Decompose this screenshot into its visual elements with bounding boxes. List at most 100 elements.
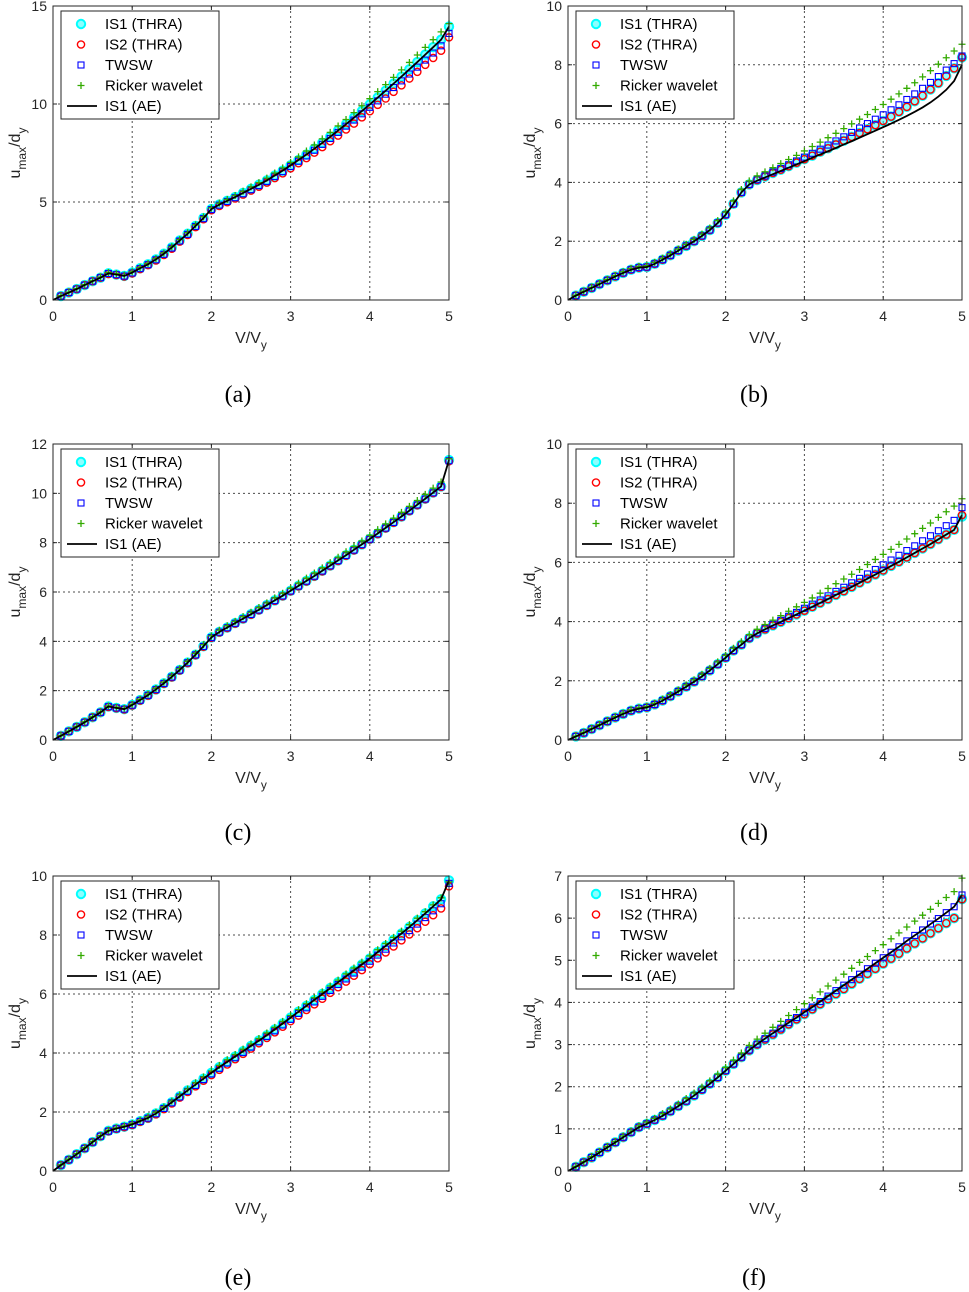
x-axis-label: V/Vy <box>749 1201 781 1223</box>
y-tick-label: 2 <box>39 683 47 699</box>
point-twsw <box>863 120 871 128</box>
legend-marker-is1-thra <box>590 456 602 468</box>
chart-panel-e: 0 1 2 3 4 5 0 2 4 6 8 10 V/Vy umax/dy IS1 (THRA) IS2 (T… <box>7 868 455 1291</box>
panel-caption: (f) <box>742 1265 766 1291</box>
line-is1-ae <box>52 26 450 301</box>
legend-label: TWSW <box>105 495 153 512</box>
legend-label: Ricker wavelet <box>105 948 203 965</box>
point-ricker <box>863 110 871 118</box>
point-twsw <box>926 532 935 540</box>
point-twsw <box>895 943 903 951</box>
point-ricker <box>863 952 871 960</box>
x-tick-label: 5 <box>958 1179 966 1195</box>
point-is2-thra <box>405 930 414 939</box>
point-ricker <box>310 141 318 149</box>
point-ricker <box>413 51 421 59</box>
y-tick-label: 4 <box>39 633 47 649</box>
point-is2-thra <box>373 100 383 110</box>
point-twsw <box>934 915 942 923</box>
point-is2-thra <box>389 87 398 97</box>
y-tick-label: 4 <box>554 614 562 630</box>
point-is2-thra <box>428 53 438 63</box>
legend-label: IS2 (THRA) <box>105 907 183 924</box>
point-ricker <box>942 508 950 516</box>
legend-marker-is1-thra <box>590 888 602 900</box>
x-tick-label: 2 <box>722 308 730 324</box>
y-tick-label: 6 <box>39 986 47 1002</box>
legend-marker-ricker <box>77 952 85 959</box>
point-is2-thra <box>871 570 880 579</box>
point-ricker <box>437 28 445 36</box>
legend-marker-ricker <box>77 520 85 527</box>
panel-caption: (a) <box>225 382 252 408</box>
point-ricker <box>934 60 942 68</box>
point-ricker <box>745 1041 753 1049</box>
legend: IS1 (THRA) IS2 (THRA) TWSW Ricker wavelet IS… <box>60 10 220 120</box>
point-twsw <box>911 931 919 939</box>
x-tick-label: 3 <box>801 308 809 324</box>
legend-label: Ricker wavelet <box>620 78 718 95</box>
point-is2-thra <box>341 125 351 134</box>
legend-box <box>575 880 735 990</box>
point-twsw <box>848 976 856 984</box>
legend-marker-twsw <box>592 499 600 507</box>
point-twsw <box>840 981 848 989</box>
point-twsw <box>816 145 824 153</box>
point-ricker <box>887 545 895 553</box>
x-tick-label: 5 <box>445 1179 453 1195</box>
point-twsw <box>926 920 935 928</box>
y-tick-label: 2 <box>39 1104 47 1120</box>
point-is2-thra <box>941 530 951 539</box>
y-tick-label: 4 <box>554 994 562 1010</box>
y-tick-label: 0 <box>39 292 47 308</box>
y-tick-label: 6 <box>554 910 562 926</box>
point-ricker <box>785 155 793 163</box>
x-tick-label: 1 <box>128 748 136 764</box>
point-ricker <box>879 941 887 949</box>
legend-label: IS1 (THRA) <box>620 454 698 471</box>
x-tick-label: 0 <box>49 308 57 324</box>
x-tick-label: 2 <box>208 748 216 764</box>
point-ricker <box>832 976 840 984</box>
y-tick-label: 6 <box>554 554 562 570</box>
legend-label: Ricker wavelet <box>105 78 203 95</box>
x-tick-label: 1 <box>128 308 136 324</box>
point-twsw <box>871 565 879 574</box>
y-axis-label: umax/dy <box>7 128 29 179</box>
point-twsw <box>397 77 406 85</box>
point-ricker <box>800 1000 808 1008</box>
point-ricker <box>318 135 326 143</box>
point-ricker <box>745 177 753 185</box>
legend-label: IS1 (AE) <box>620 98 677 115</box>
legend-marker-twsw <box>77 499 85 507</box>
legend-marker-is1-thra <box>75 456 87 468</box>
point-is2-thra <box>863 574 872 583</box>
legend-label: TWSW <box>620 495 668 512</box>
point-ricker <box>405 58 413 66</box>
point-twsw <box>856 574 864 582</box>
x-tick-label: 2 <box>208 1179 216 1195</box>
legend-label: Ricker wavelet <box>620 516 718 533</box>
y-tick-label: 10 <box>31 485 47 501</box>
legend: IS1 (THRA) IS2 (THRA) TWSW Ricker wavelet IS… <box>575 880 735 990</box>
y-tick-label: 10 <box>546 436 562 452</box>
point-is2-thra <box>918 91 927 100</box>
point-twsw <box>863 965 871 973</box>
point-ricker <box>390 514 398 522</box>
chart-panel-d: 0 1 2 3 4 5 0 2 4 6 8 10 V/Vy umax/dy IS1 (THRA) IS2 (T… <box>522 436 968 846</box>
line-is1-ae <box>52 880 450 1172</box>
legend: IS1 (THRA) IS2 (THRA) TWSW Ricker wavelet IS… <box>575 10 735 120</box>
point-ricker <box>421 43 429 51</box>
point-ricker <box>808 594 816 602</box>
x-axis-label: V/Vy <box>749 770 781 792</box>
x-axis-label: V/Vy <box>235 770 267 792</box>
point-is2-thra <box>855 578 864 588</box>
point-ricker <box>824 982 832 990</box>
point-ricker <box>793 603 801 611</box>
point-ricker <box>903 535 911 543</box>
point-twsw <box>895 101 903 109</box>
x-tick-label: 4 <box>879 1179 887 1195</box>
y-tick-label: 15 <box>31 0 47 14</box>
